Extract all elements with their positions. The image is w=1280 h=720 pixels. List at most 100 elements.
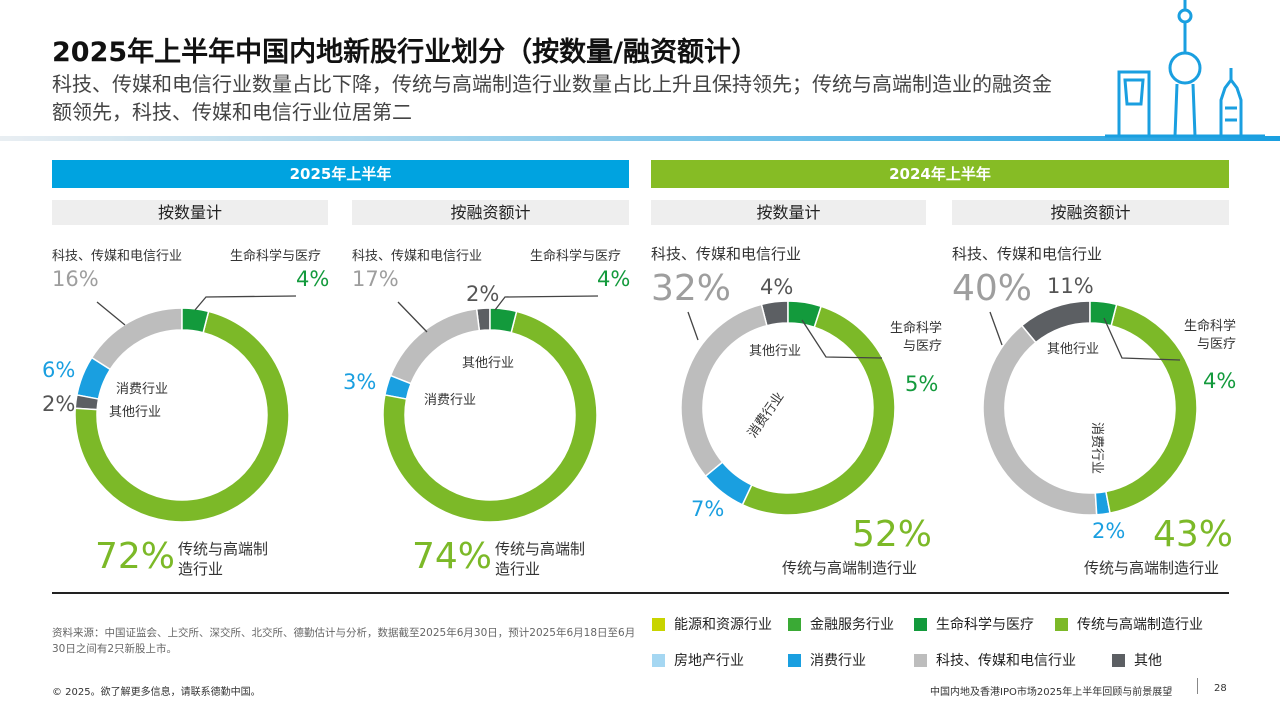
footer-divider [1197,678,1198,694]
c2-mfg-pct: 74% [412,536,493,577]
donut-1-slice-2 [74,394,100,411]
page-title: 2025年上半年中国内地新股行业划分（按数量/融资额计） [52,37,759,68]
donut-1-slice-3 [76,356,112,400]
leader-c3-life [801,319,883,359]
subhead-2025-count: 按数量计 [52,200,328,225]
legend-item-financial: 金融服务行业 [788,614,894,634]
donut-4-slice-0 [1089,300,1118,327]
legend-item-energy: 能源和资源行业 [652,614,772,634]
c3-life-pct: 5% [905,372,939,396]
donut-3-slice-3 [680,303,768,478]
c1-mfg-pct: 72% [95,536,176,577]
donut-1-slice-1 [74,310,290,523]
c2-life-pct: 4% [597,267,631,291]
legend-swatch [788,653,801,667]
c3-life-label: 生命科学与医疗 [889,321,942,354]
donut-1-slice-4 [90,307,183,371]
c4-mfg-label: 传统与高端制造行业 [1084,559,1220,577]
c1-tmt-pct: 16% [52,267,99,291]
page-subtitle: 科技、传媒和电信行业数量占比下降，传统与高端制造行业数量占比上升且保持领先；传统… [52,72,1052,124]
donut-4-slice-2 [1094,490,1111,516]
subhead-2024-count: 按数量计 [651,200,926,225]
leader-c3-tmt [687,311,699,341]
c3-mfg-pct: 52% [852,514,933,555]
c2-consumer-pct: 3% [343,370,377,394]
c4-tmt-pct: 40% [952,268,1033,309]
c4-consumer-label: 消费行业 [1089,422,1104,475]
legend-swatch [914,653,927,667]
legend-label: 科技、传媒和电信行业 [936,653,1076,669]
c3-tmt-pct: 32% [651,268,732,309]
legend-swatch [1112,653,1125,667]
c1-other-pct: 2% [42,392,76,416]
c3-other-label: 其他行业 [749,344,802,359]
skyline-icon [1105,0,1265,138]
c1-mfg-label: 传统与高端制造行业 [178,540,269,578]
c1-other-label: 其他行业 [109,405,162,420]
page-number: 28 [1214,683,1227,694]
c2-tmt-label: 科技、传媒和电信行业 [352,249,483,264]
c1-consumer-label: 消费行业 [116,382,169,397]
c4-life-pct: 4% [1203,369,1237,393]
c4-mfg-pct: 43% [1153,514,1234,555]
legend-label: 金融服务行业 [810,617,894,633]
c4-other-label: 其他行业 [1047,342,1100,357]
legend-label: 传统与高端制造行业 [1077,617,1203,633]
donut-2-slice-2 [384,374,412,400]
donut-2-slice-1 [382,310,598,523]
separator-line [52,592,1229,594]
legend-item-realestate: 房地产行业 [652,650,744,670]
c4-consumer-pct: 2% [1092,519,1126,543]
section-2025-header: 2025年上半年 [52,160,629,188]
legend-label: 能源和资源行业 [674,617,772,633]
donut-2-slice-3 [389,308,481,385]
footer-copyright: © 2025。欲了解更多信息，请联系德勤中国。 [52,687,261,698]
header-rule [0,136,1280,141]
c2-life-label: 生命科学与医疗 [530,249,622,264]
c4-tmt-label: 科技、传媒和电信行业 [952,245,1103,263]
c3-consumer-pct: 7% [691,497,725,521]
legend-item-other: 其他 [1112,650,1162,670]
c2-tmt-pct: 17% [352,267,399,291]
legend: 能源和资源行业 金融服务行业 生命科学与医疗 传统与高端制造行业 房地产行业 消… [652,614,1252,674]
legend-swatch [1055,617,1068,631]
c1-life-label: 生命科学与医疗 [230,249,322,264]
legend-label: 消费行业 [810,653,866,669]
legend-swatch [788,617,801,631]
source-note: 资料来源：中国证监会、上交所、深交所、北交所、德勤估计与分析，数据截至2025年… [52,627,636,655]
leader-c1-tmt [96,301,126,326]
legend-item-manufacturing: 传统与高端制造行业 [1055,614,1203,634]
subhead-2025-amount: 按融资额计 [352,200,629,225]
c1-tmt-label: 科技、传媒和电信行业 [52,249,183,264]
c3-consumer-label: 消费行业 [745,389,788,441]
legend-label: 房地产行业 [674,653,744,669]
donut-2-slice-4 [475,307,491,332]
legend-item-tmt: 科技、传媒和电信行业 [914,650,1076,670]
donut-3-slice-0 [787,300,823,329]
legend-swatch [652,653,665,667]
leader-c1-life [194,295,297,311]
donut-3-slice-4 [760,300,789,327]
c4-other-pct: 11% [1047,274,1094,298]
c2-other-pct: 2% [466,282,500,306]
leader-c2-life [494,295,599,311]
c3-tmt-label: 科技、传媒和电信行业 [651,245,802,263]
leader-c4-tmt [989,311,1003,346]
legend-swatch [652,617,665,631]
legend-label: 其他 [1134,653,1162,669]
donut-4-slice-4 [1020,300,1091,344]
legend-label: 生命科学与医疗 [936,617,1034,633]
c4-life-label: 生命科学与医疗 [1183,319,1236,352]
subhead-2024-amount: 按融资额计 [952,200,1229,225]
legend-item-consumer: 消费行业 [788,650,866,670]
legend-swatch [914,617,927,631]
section-2024-header: 2024年上半年 [651,160,1229,188]
c3-other-pct: 4% [760,275,794,299]
c1-life-pct: 4% [296,267,330,291]
c1-consumer-pct: 6% [42,358,76,382]
c2-consumer-label: 消费行业 [424,393,477,408]
c3-mfg-label: 传统与高端制造行业 [782,559,918,577]
c2-other-label: 其他行业 [462,356,515,371]
leader-c2-tmt [397,301,428,333]
footer-report-title: 中国内地及香港IPO市场2025年上半年回顾与前景展望 [930,687,1173,698]
